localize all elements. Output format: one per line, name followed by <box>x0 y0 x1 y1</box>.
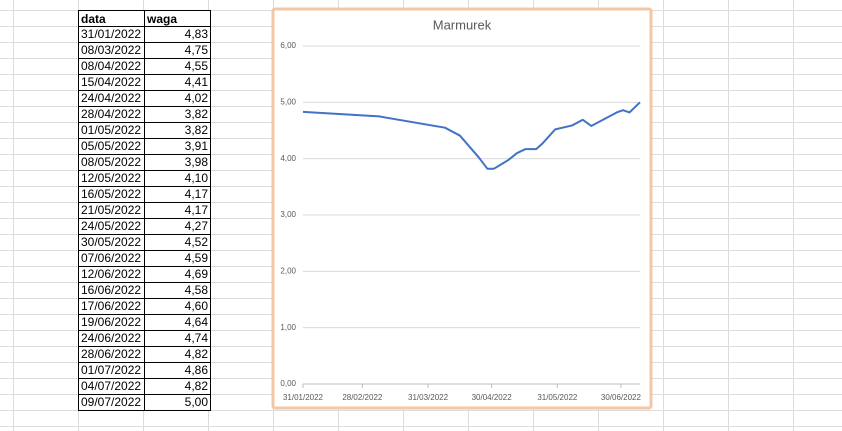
x-tick-label: 30/04/2022 <box>472 393 513 402</box>
row: 08/03/2022 4,75 <box>78 42 211 59</box>
row: 08/05/2022 3,98 <box>78 154 211 171</box>
date-cell: 24/05/2022 <box>78 218 145 235</box>
date-cell: 05/05/2022 <box>78 138 145 155</box>
row: 16/05/2022 4,17 <box>78 186 211 203</box>
x-tick-label: 31/05/2022 <box>537 393 578 402</box>
y-tick-label: 2,00 <box>280 266 296 275</box>
row: 01/07/2022 4,86 <box>78 362 211 379</box>
date-cell: 19/06/2022 <box>78 314 145 331</box>
date-cell: 08/04/2022 <box>78 58 145 75</box>
row: 24/05/2022 4,27 <box>78 218 211 235</box>
weight-cell: 5,00 <box>144 394 211 411</box>
y-tick-label: 6,00 <box>280 41 296 50</box>
date-cell: 17/06/2022 <box>78 298 145 315</box>
row: 09/07/2022 5,00 <box>78 394 211 411</box>
row: 21/05/2022 4,17 <box>78 202 211 219</box>
weight-cell: 4,02 <box>144 90 211 107</box>
x-tick-label: 30/06/2022 <box>601 393 642 402</box>
weight-cell: 3,98 <box>144 154 211 171</box>
weight-cell: 4,52 <box>144 234 211 251</box>
weight-cell: 4,86 <box>144 362 211 379</box>
y-tick-label: 5,00 <box>280 97 296 106</box>
row: 31/01/2022 4,83 <box>78 26 211 43</box>
date-cell: 04/07/2022 <box>78 378 145 395</box>
x-tick-label: 28/02/2022 <box>342 393 383 402</box>
weight-cell: 4,17 <box>144 186 211 203</box>
weight-cell: 4,69 <box>144 266 211 283</box>
date-cell: 12/05/2022 <box>78 170 145 187</box>
date-cell: 01/05/2022 <box>78 122 145 139</box>
row: 30/05/2022 4,52 <box>78 234 211 251</box>
row: 05/05/2022 3,91 <box>78 138 211 155</box>
row: 08/04/2022 4,55 <box>78 58 211 75</box>
chart-title: Marmurek <box>433 17 492 32</box>
row: 01/05/2022 3,82 <box>78 122 211 139</box>
weight-cell: 4,10 <box>144 170 211 187</box>
row: 16/06/2022 4,58 <box>78 282 211 299</box>
weight-cell: 4,83 <box>144 26 211 43</box>
y-tick-label: 1,00 <box>280 323 296 332</box>
row: 17/06/2022 4,60 <box>78 298 211 315</box>
y-tick-label: 3,00 <box>280 210 296 219</box>
row: 04/07/2022 4,82 <box>78 378 211 395</box>
y-tick-label: 0,00 <box>280 379 296 388</box>
date-cell: 09/07/2022 <box>78 394 145 411</box>
date-cell: 08/03/2022 <box>78 42 145 59</box>
y-tick-label: 4,00 <box>280 154 296 163</box>
weight-cell: 3,82 <box>144 106 211 123</box>
x-tick-label: 31/01/2022 <box>283 393 324 402</box>
x-tick-label: 31/03/2022 <box>408 393 449 402</box>
chart-frame <box>271 7 653 410</box>
row: 12/05/2022 4,10 <box>78 170 211 187</box>
weight-cell: 4,17 <box>144 202 211 219</box>
weight-cell: 4,58 <box>144 282 211 299</box>
data-table: data waga 31/01/2022 4,83 08/03/2022 4,75 08… <box>78 10 211 411</box>
data-line <box>302 101 641 170</box>
row: 15/04/2022 4,41 <box>78 74 211 91</box>
